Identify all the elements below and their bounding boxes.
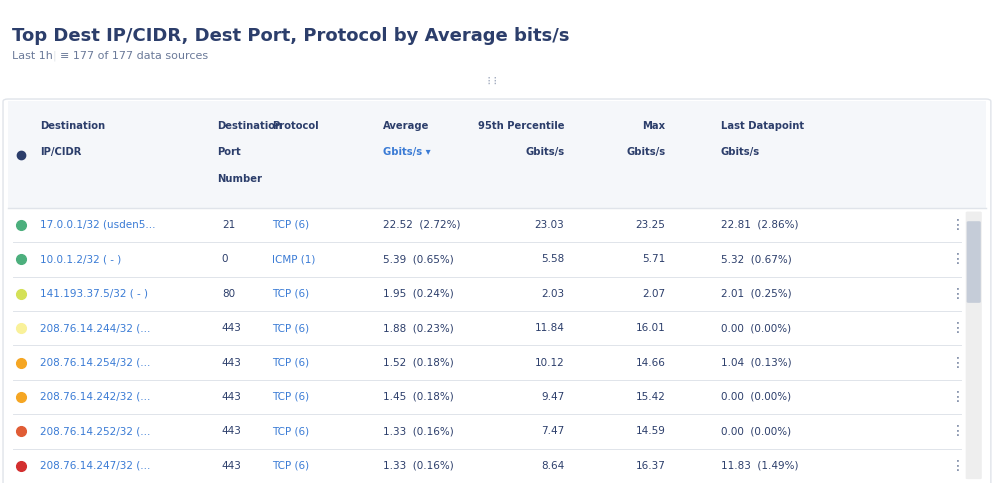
Text: 10.0.1.2/32 ( - ): 10.0.1.2/32 ( - ) — [40, 255, 122, 264]
Text: 2.07: 2.07 — [642, 289, 665, 298]
Text: 9.47: 9.47 — [541, 392, 564, 402]
Text: 2.01  (0.25%): 2.01 (0.25%) — [721, 289, 791, 298]
Text: 7.47: 7.47 — [541, 426, 564, 436]
Text: 1.52  (0.18%): 1.52 (0.18%) — [383, 357, 454, 368]
Text: 22.81  (2.86%): 22.81 (2.86%) — [721, 220, 798, 230]
Text: Destination: Destination — [40, 121, 106, 131]
Text: 443: 443 — [222, 461, 242, 471]
FancyBboxPatch shape — [3, 99, 991, 483]
Text: TCP (6): TCP (6) — [272, 289, 309, 298]
Text: |: | — [52, 51, 56, 61]
Text: ⋮: ⋮ — [951, 390, 965, 404]
Text: 208.76.14.252/32 (...: 208.76.14.252/32 (... — [40, 426, 150, 436]
Text: 1.04  (0.13%): 1.04 (0.13%) — [721, 357, 791, 368]
Text: TCP (6): TCP (6) — [272, 220, 309, 230]
Text: ICMP (1): ICMP (1) — [272, 255, 316, 264]
Text: Port: Port — [217, 147, 241, 157]
Text: 23.25: 23.25 — [635, 220, 665, 230]
Text: 8.64: 8.64 — [541, 461, 564, 471]
Text: 14.66: 14.66 — [635, 357, 665, 368]
Text: Average: Average — [383, 121, 429, 131]
Text: Top Dest IP/CIDR, Dest Port, Protocol by Average bits/s: Top Dest IP/CIDR, Dest Port, Protocol by… — [12, 27, 570, 44]
Text: 1.33  (0.16%): 1.33 (0.16%) — [383, 426, 454, 436]
Text: 208.76.14.254/32 (...: 208.76.14.254/32 (... — [40, 357, 150, 368]
Text: 0.00  (0.00%): 0.00 (0.00%) — [721, 323, 791, 333]
Text: ⋮: ⋮ — [951, 287, 965, 301]
Text: Gbits/s: Gbits/s — [721, 147, 760, 157]
Text: 15.42: 15.42 — [635, 392, 665, 402]
Text: Max: Max — [642, 121, 665, 131]
Text: TCP (6): TCP (6) — [272, 392, 309, 402]
Text: 80: 80 — [222, 289, 235, 298]
FancyBboxPatch shape — [966, 212, 982, 479]
Text: ⋮: ⋮ — [951, 321, 965, 335]
Text: 5.39  (0.65%): 5.39 (0.65%) — [383, 255, 454, 264]
Text: Last Datapoint: Last Datapoint — [721, 121, 803, 131]
Text: 11.83  (1.49%): 11.83 (1.49%) — [721, 461, 798, 471]
FancyBboxPatch shape — [8, 101, 986, 208]
Text: 0.00  (0.00%): 0.00 (0.00%) — [721, 426, 791, 436]
Text: 22.52  (2.72%): 22.52 (2.72%) — [383, 220, 461, 230]
Text: 23.03: 23.03 — [534, 220, 564, 230]
Text: Number: Number — [217, 174, 262, 184]
Text: 443: 443 — [222, 323, 242, 333]
Text: ⋮: ⋮ — [951, 252, 965, 266]
Text: 1.95  (0.24%): 1.95 (0.24%) — [383, 289, 454, 298]
Text: 141.193.37.5/32 ( - ): 141.193.37.5/32 ( - ) — [40, 289, 148, 298]
Text: 0: 0 — [222, 255, 228, 264]
Text: TCP (6): TCP (6) — [272, 323, 309, 333]
Text: 95th Percentile: 95th Percentile — [478, 121, 564, 131]
Text: ⠇⠇: ⠇⠇ — [487, 77, 501, 87]
Text: Gbits/s ▾: Gbits/s ▾ — [383, 147, 430, 157]
Text: 1.88  (0.23%): 1.88 (0.23%) — [383, 323, 454, 333]
Text: ⋮: ⋮ — [951, 459, 965, 473]
Text: 208.76.14.242/32 (...: 208.76.14.242/32 (... — [40, 392, 150, 402]
Text: ⋮: ⋮ — [951, 425, 965, 439]
Text: TCP (6): TCP (6) — [272, 426, 309, 436]
Text: 443: 443 — [222, 392, 242, 402]
Text: 16.37: 16.37 — [635, 461, 665, 471]
Text: 11.84: 11.84 — [534, 323, 564, 333]
Text: ⋮: ⋮ — [951, 355, 965, 369]
Text: 16.01: 16.01 — [635, 323, 665, 333]
Text: Gbits/s: Gbits/s — [626, 147, 665, 157]
Text: 1.45  (0.18%): 1.45 (0.18%) — [383, 392, 454, 402]
Text: 208.76.14.244/32 (...: 208.76.14.244/32 (... — [40, 323, 150, 333]
Text: 17.0.0.1/32 (usden5...: 17.0.0.1/32 (usden5... — [40, 220, 156, 230]
Text: IP/CIDR: IP/CIDR — [40, 147, 82, 157]
Text: 10.12: 10.12 — [534, 357, 564, 368]
Text: 2.03: 2.03 — [541, 289, 564, 298]
Text: ≡ 177 of 177 data sources: ≡ 177 of 177 data sources — [60, 51, 209, 61]
Text: Last 1h: Last 1h — [12, 51, 53, 61]
Text: Destination: Destination — [217, 121, 282, 131]
Text: 443: 443 — [222, 426, 242, 436]
Text: Protocol: Protocol — [272, 121, 319, 131]
Text: 208.76.14.247/32 (...: 208.76.14.247/32 (... — [40, 461, 150, 471]
Text: 443: 443 — [222, 357, 242, 368]
Text: TCP (6): TCP (6) — [272, 357, 309, 368]
Text: 21: 21 — [222, 220, 235, 230]
Text: 5.71: 5.71 — [642, 255, 665, 264]
Text: TCP (6): TCP (6) — [272, 461, 309, 471]
Text: 5.32  (0.67%): 5.32 (0.67%) — [721, 255, 791, 264]
FancyBboxPatch shape — [967, 221, 981, 303]
Text: 5.58: 5.58 — [541, 255, 564, 264]
Text: Gbits/s: Gbits/s — [525, 147, 564, 157]
Text: ⋮: ⋮ — [951, 218, 965, 232]
Text: 1.33  (0.16%): 1.33 (0.16%) — [383, 461, 454, 471]
Text: 14.59: 14.59 — [635, 426, 665, 436]
Text: 0.00  (0.00%): 0.00 (0.00%) — [721, 392, 791, 402]
